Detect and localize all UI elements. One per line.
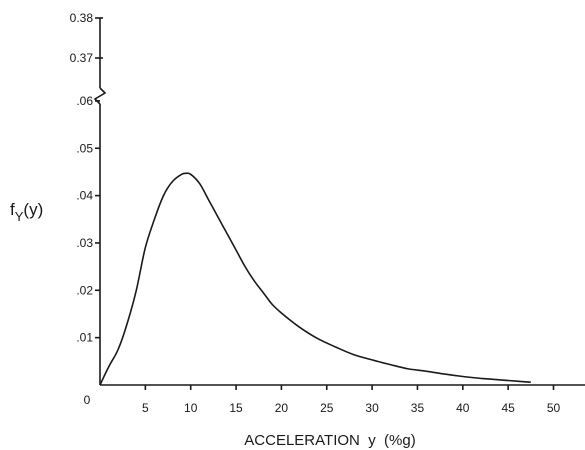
x-tick-label: 15 <box>229 401 243 415</box>
x-axis: 5 10 15 20 25 30 35 40 45 50 <box>100 384 585 415</box>
x-tick-label: 50 <box>547 401 561 415</box>
y-tick-label: .05 <box>76 141 93 155</box>
y-tick-label: .01 <box>76 331 93 345</box>
y-tick-label: .04 <box>76 189 93 203</box>
x-tick-label: 30 <box>365 401 379 415</box>
x-tick-label: 40 <box>456 401 470 415</box>
x-tick-label: 35 <box>411 401 425 415</box>
y-axis-label-subscript: Y <box>15 209 24 224</box>
y-axis-label-base: f <box>10 200 15 219</box>
y-tick-label: .03 <box>76 236 93 250</box>
x-tick-label: 25 <box>320 401 334 415</box>
series-layer <box>99 172 531 386</box>
x-tick-label: 5 <box>142 401 149 415</box>
y-tick-label: .02 <box>76 283 93 297</box>
x-tick-label: 10 <box>184 401 198 415</box>
y-axis: 0.37 0.38 .01 .02 .03 .04 .05 .06 <box>70 11 107 385</box>
y-upper-tick-label: 0.37 <box>70 51 94 65</box>
y-tick-label: .06 <box>76 94 93 108</box>
y-axis-label-rest: (y) <box>23 200 43 219</box>
density-curve <box>99 172 531 386</box>
y-upper-tick-label: 0.38 <box>70 11 94 25</box>
x-tick-label: 20 <box>275 401 289 415</box>
origin-label: 0 <box>84 393 91 407</box>
x-axis-label: ACCELERATION y (%g) <box>244 432 415 449</box>
x-tick-label: 45 <box>501 401 515 415</box>
y-axis-label: fY(y) <box>10 200 43 224</box>
